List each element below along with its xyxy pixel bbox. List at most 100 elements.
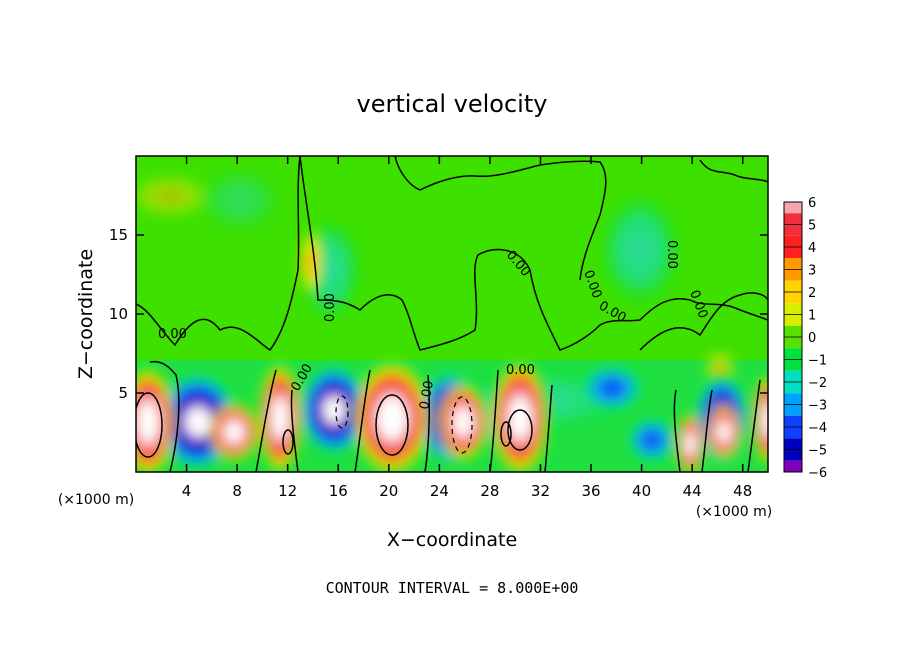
colorbar-swatch <box>784 460 802 472</box>
contour-loop-1 <box>136 392 163 458</box>
contour-label: 0.00 <box>417 380 437 411</box>
colorbar-swatch <box>784 337 802 349</box>
cell-pos-1 <box>136 366 176 472</box>
contour-interval-note: CONTOUR INTERVAL = 8.000E+00 <box>326 579 579 597</box>
contour-loop-5 <box>282 429 294 455</box>
contour-boundary-7 <box>544 384 553 472</box>
plot-area: 0.00 0.00 0.00 0.00 0.00 0.00 0.00 0.00 … <box>136 156 768 472</box>
colorbar-swatch <box>784 404 802 416</box>
y-axis: 5 10 15 <box>109 226 768 402</box>
colorbar-swatch <box>784 370 802 382</box>
cell-pos-3 <box>258 362 302 472</box>
colorbar-swatch <box>784 303 802 315</box>
x-tick-label: 48 <box>733 482 752 500</box>
cell-pos-5 <box>437 382 489 462</box>
contour-boundary-8 <box>673 389 681 472</box>
contour-label: 0.00 <box>323 293 338 322</box>
colorbar-swatch <box>784 314 802 326</box>
x-tick-label: 32 <box>531 482 550 500</box>
x-unit-left: (×1000 m) <box>58 492 134 508</box>
x-tick-label: 20 <box>379 482 398 500</box>
contour-loop-4 <box>500 421 512 447</box>
colorbar-label: −4 <box>808 421 827 436</box>
x-tick-label: 12 <box>278 482 297 500</box>
contour-zero-right <box>639 292 768 351</box>
colorbar-swatch <box>784 427 802 439</box>
contour-lines-dashed <box>335 395 473 454</box>
contour-zero-upper <box>394 156 607 281</box>
cell-neg-6 <box>628 418 676 462</box>
colorbar-swatch <box>784 202 802 214</box>
colorbar-label: 6 <box>808 196 816 211</box>
colorbar-swatch <box>784 415 802 427</box>
x-tick-label: 44 <box>683 482 702 500</box>
field-feature-cyan-4 <box>200 170 280 230</box>
colorbar-label: −2 <box>808 376 827 391</box>
colorbar-label: −5 <box>808 444 827 459</box>
x-axis: 4 8 12 16 20 24 28 32 36 40 44 48 <box>182 156 752 500</box>
colorbar-swatch <box>784 393 802 405</box>
colorbar: 6 5 4 3 2 1 0 −1 −2 −3 −4 −5 −6 <box>783 196 827 481</box>
y-tick-label: 15 <box>109 226 128 244</box>
contour-upper-right <box>699 159 768 183</box>
colorbar-label: 1 <box>808 309 816 324</box>
contour-boundary-6 <box>489 369 499 472</box>
cell-pos-7 <box>676 412 704 472</box>
colorbar-swatch <box>784 213 802 225</box>
x-tick-label: 4 <box>182 482 192 500</box>
contour-dashed-2 <box>335 395 349 429</box>
contour-boundary-10 <box>747 379 761 472</box>
field-feature-warm-3 <box>704 350 736 386</box>
colorbar-swatch <box>784 235 802 247</box>
colorbar-label: 0 <box>808 331 816 346</box>
x-tick-label: 8 <box>232 482 242 500</box>
colorbar-swatch <box>784 247 802 259</box>
cell-pos-2 <box>208 402 260 462</box>
colorbar-swatch <box>784 359 802 371</box>
colorbar-label: 3 <box>808 264 816 279</box>
y-axis-label: Z−coordinate <box>75 249 97 379</box>
cell-pos-4 <box>352 360 432 472</box>
y-tick-label: 5 <box>118 384 128 402</box>
colorbar-swatch <box>784 269 802 281</box>
contour-boundary-1 <box>149 360 180 472</box>
colorbar-label: −1 <box>808 354 827 369</box>
colorbar-swatch <box>784 382 802 394</box>
field-feature-warm-2 <box>136 174 210 218</box>
velocity-cells <box>136 360 768 472</box>
colorbar-label: 5 <box>808 219 816 234</box>
cell-pos-9 <box>752 374 768 466</box>
colorbar-label: −3 <box>808 399 827 414</box>
chart-title: vertical velocity <box>357 90 548 118</box>
contour-label: 0.00 <box>506 363 535 378</box>
contour-zero-main <box>136 156 301 352</box>
cell-pos-8 <box>706 404 742 460</box>
contour-boundary-4 <box>354 369 371 472</box>
y-tick-label: 10 <box>109 305 128 323</box>
colorbar-label: 2 <box>808 286 816 301</box>
colorbar-swatch <box>784 449 802 461</box>
contour-label: 0.00 <box>664 240 679 269</box>
contour-boundary-9 <box>701 389 713 472</box>
colorbar-swatch <box>784 348 802 360</box>
x-axis-label: X−coordinate <box>387 529 517 551</box>
contour-boundary-5 <box>424 374 430 472</box>
x-tick-label: 36 <box>581 482 600 500</box>
cell-neg-2 <box>300 366 368 454</box>
contour-boundary-2 <box>255 369 277 472</box>
colorbar-swatch <box>784 325 802 337</box>
contour-label: 0.00 <box>158 327 187 342</box>
contour-dashed-1 <box>451 396 473 454</box>
colorbar-swatch <box>784 224 802 236</box>
colorbar-swatch <box>784 438 802 450</box>
contour-zero-mid <box>299 156 768 351</box>
colorbar-label: 4 <box>808 241 816 256</box>
contour-loop-2 <box>375 394 409 456</box>
x-tick-label: 28 <box>480 482 499 500</box>
x-tick-label: 40 <box>632 482 651 500</box>
colorbar-swatch <box>784 258 802 270</box>
field-feature-cyan-3 <box>600 195 680 305</box>
x-tick-label: 16 <box>329 482 348 500</box>
colorbar-swatch <box>784 292 802 304</box>
